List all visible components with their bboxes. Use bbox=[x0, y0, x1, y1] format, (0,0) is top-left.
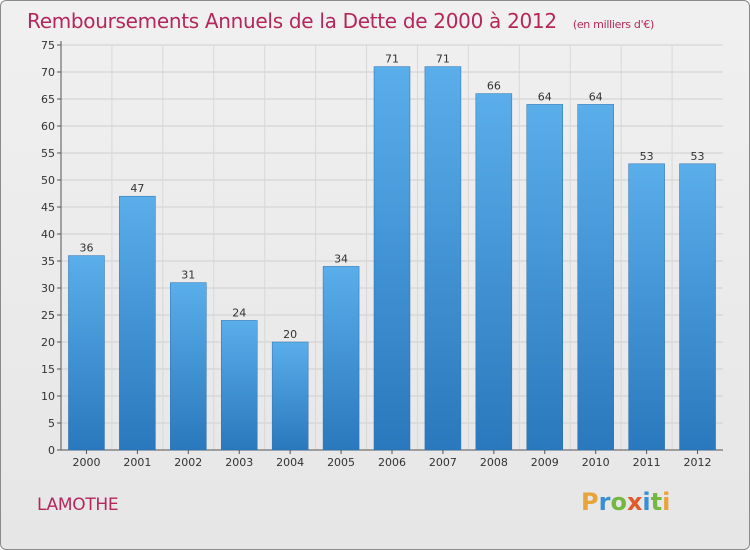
chart-title-text: Remboursements Annuels de la Dette de 20… bbox=[27, 9, 557, 33]
x-tick-label: 2003 bbox=[225, 456, 253, 469]
y-tick-label: 5 bbox=[48, 417, 55, 430]
data-label: 36 bbox=[79, 242, 93, 255]
x-tick-label: 2002 bbox=[174, 456, 202, 469]
x-tick-label: 2012 bbox=[684, 456, 712, 469]
y-tick-label: 20 bbox=[41, 336, 55, 349]
y-tick-label: 65 bbox=[41, 93, 55, 106]
logo-letter: i bbox=[642, 488, 651, 516]
data-label: 53 bbox=[691, 150, 705, 163]
x-tick-label: 2004 bbox=[276, 456, 304, 469]
chart-unit: (en milliers d'€) bbox=[572, 18, 655, 31]
proxiti-logo: Proxiti bbox=[581, 488, 670, 516]
data-label: 20 bbox=[283, 328, 297, 341]
logo-letter: x bbox=[626, 488, 643, 516]
x-tick-label: 2009 bbox=[531, 456, 559, 469]
y-tick-label: 0 bbox=[48, 444, 55, 457]
data-label: 66 bbox=[487, 80, 501, 93]
bar-2012 bbox=[679, 163, 716, 451]
bar-2011 bbox=[628, 163, 665, 451]
x-tick-label: 2001 bbox=[123, 456, 151, 469]
x-tick-label: 2005 bbox=[327, 456, 355, 469]
y-tick-label: 60 bbox=[41, 120, 55, 133]
data-label: 24 bbox=[232, 306, 246, 319]
y-tick-label: 35 bbox=[41, 255, 55, 268]
y-tick-label: 25 bbox=[41, 309, 55, 322]
y-tick-label: 45 bbox=[41, 201, 55, 214]
chart-title: Remboursements Annuels de la Dette de 20… bbox=[27, 9, 654, 33]
data-label: 64 bbox=[589, 90, 603, 103]
y-tick-label: 55 bbox=[41, 147, 55, 160]
bar-2008 bbox=[475, 93, 513, 451]
data-label: 71 bbox=[385, 53, 399, 66]
bar-2005 bbox=[322, 266, 360, 451]
logo-letter: r bbox=[598, 488, 611, 516]
y-tick-label: 10 bbox=[41, 390, 55, 403]
x-tick-label: 2006 bbox=[378, 456, 406, 469]
y-tick-label: 30 bbox=[41, 282, 55, 295]
logo-letter: i bbox=[662, 488, 671, 516]
y-tick-label: 75 bbox=[41, 39, 55, 52]
bar-2010 bbox=[577, 104, 614, 451]
data-label: 34 bbox=[334, 252, 348, 265]
data-label: 53 bbox=[640, 150, 654, 163]
y-tick-label: 40 bbox=[41, 228, 55, 241]
data-label: 31 bbox=[181, 269, 195, 282]
bar-2007 bbox=[424, 66, 462, 451]
x-tick-label: 2008 bbox=[480, 456, 508, 469]
bar-2002 bbox=[170, 282, 207, 451]
bar-2001 bbox=[119, 195, 156, 451]
bar-2009 bbox=[526, 104, 564, 451]
bar-2000 bbox=[68, 255, 105, 451]
data-label: 71 bbox=[436, 53, 450, 66]
y-tick-label: 50 bbox=[41, 174, 55, 187]
town-name: LAMOTHE bbox=[37, 495, 119, 515]
x-tick-label: 2010 bbox=[582, 456, 610, 469]
bar-2006 bbox=[373, 66, 411, 451]
bar-2003 bbox=[220, 320, 258, 451]
y-tick-label: 15 bbox=[41, 363, 55, 376]
data-label: 47 bbox=[130, 182, 144, 195]
y-tick-label: 70 bbox=[41, 66, 55, 79]
bar-2004 bbox=[271, 341, 309, 451]
bars bbox=[68, 66, 716, 451]
logo-letter: t bbox=[650, 488, 663, 516]
data-label: 64 bbox=[538, 90, 552, 103]
logo-letter: P bbox=[581, 488, 599, 516]
x-tick-label: 2007 bbox=[429, 456, 457, 469]
x-tick-label: 2000 bbox=[72, 456, 100, 469]
labels: 2000 36 2001 47 2002 31 2003 24 2004 20 2005 34 2006… bbox=[72, 53, 711, 469]
x-tick-label: 2011 bbox=[633, 456, 661, 469]
logo-letter: o bbox=[610, 488, 627, 516]
